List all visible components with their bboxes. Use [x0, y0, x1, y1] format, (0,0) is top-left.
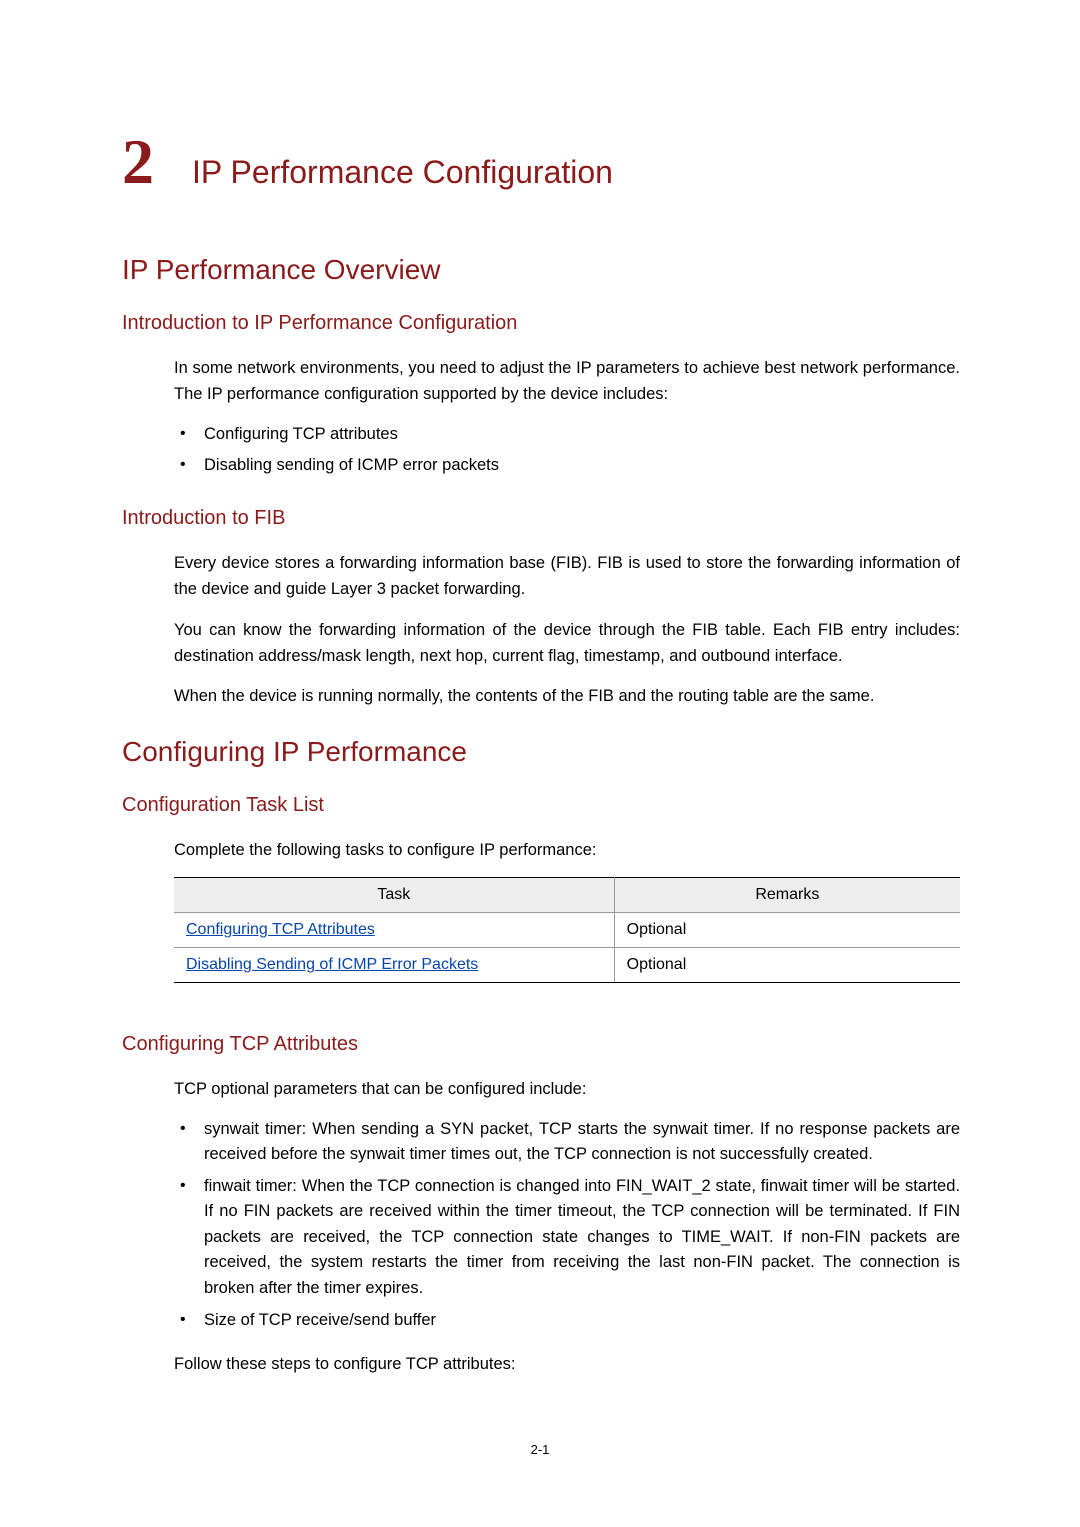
paragraph: TCP optional parameters that can be conf…: [174, 1076, 960, 1102]
link-configuring-tcp[interactable]: Configuring TCP Attributes: [186, 921, 375, 938]
subsection-heading-intro-fib: Introduction to FIB: [122, 507, 960, 530]
paragraph: In some network environments, you need t…: [174, 355, 960, 408]
table-header-row: Task Remarks: [174, 878, 960, 913]
table-row: Configuring TCP Attributes Optional: [174, 913, 960, 948]
chapter-number: 2: [122, 130, 154, 194]
list-item: Disabling sending of ICMP error packets: [174, 453, 960, 479]
table-cell-remarks: Optional: [614, 913, 960, 948]
chapter-header: 2 IP Performance Configuration: [122, 130, 960, 194]
link-disabling-icmp[interactable]: Disabling Sending of ICMP Error Packets: [186, 956, 478, 973]
list-item: Size of TCP receive/send buffer: [174, 1308, 960, 1334]
bullet-list: synwait timer: When sending a SYN packet…: [174, 1117, 960, 1334]
table-cell-remarks: Optional: [614, 948, 960, 983]
list-item: synwait timer: When sending a SYN packet…: [174, 1117, 960, 1168]
paragraph: Every device stores a forwarding informa…: [174, 550, 960, 603]
section-heading-overview: IP Performance Overview: [122, 254, 960, 286]
list-item: finwait timer: When the TCP connection i…: [174, 1174, 960, 1302]
chapter-title: IP Performance Configuration: [192, 154, 613, 191]
paragraph: When the device is running normally, the…: [174, 683, 960, 709]
table-row: Disabling Sending of ICMP Error Packets …: [174, 948, 960, 983]
list-item: Configuring TCP attributes: [174, 422, 960, 448]
paragraph: Follow these steps to configure TCP attr…: [174, 1351, 960, 1377]
section-heading-configuring: Configuring IP Performance: [122, 736, 960, 768]
bullet-list: Configuring TCP attributes Disabling sen…: [174, 422, 960, 479]
subsection-heading-intro-config: Introduction to IP Performance Configura…: [122, 312, 960, 335]
paragraph: Complete the following tasks to configur…: [174, 837, 960, 863]
table-header-remarks: Remarks: [614, 878, 960, 913]
table-header-task: Task: [174, 878, 614, 913]
paragraph: You can know the forwarding information …: [174, 617, 960, 670]
subsection-heading-tcp-attrs: Configuring TCP Attributes: [122, 1033, 960, 1056]
task-table: Task Remarks Configuring TCP Attributes …: [174, 877, 960, 983]
page-number: 2-1: [0, 1442, 1080, 1457]
subsection-heading-task-list: Configuration Task List: [122, 794, 960, 817]
